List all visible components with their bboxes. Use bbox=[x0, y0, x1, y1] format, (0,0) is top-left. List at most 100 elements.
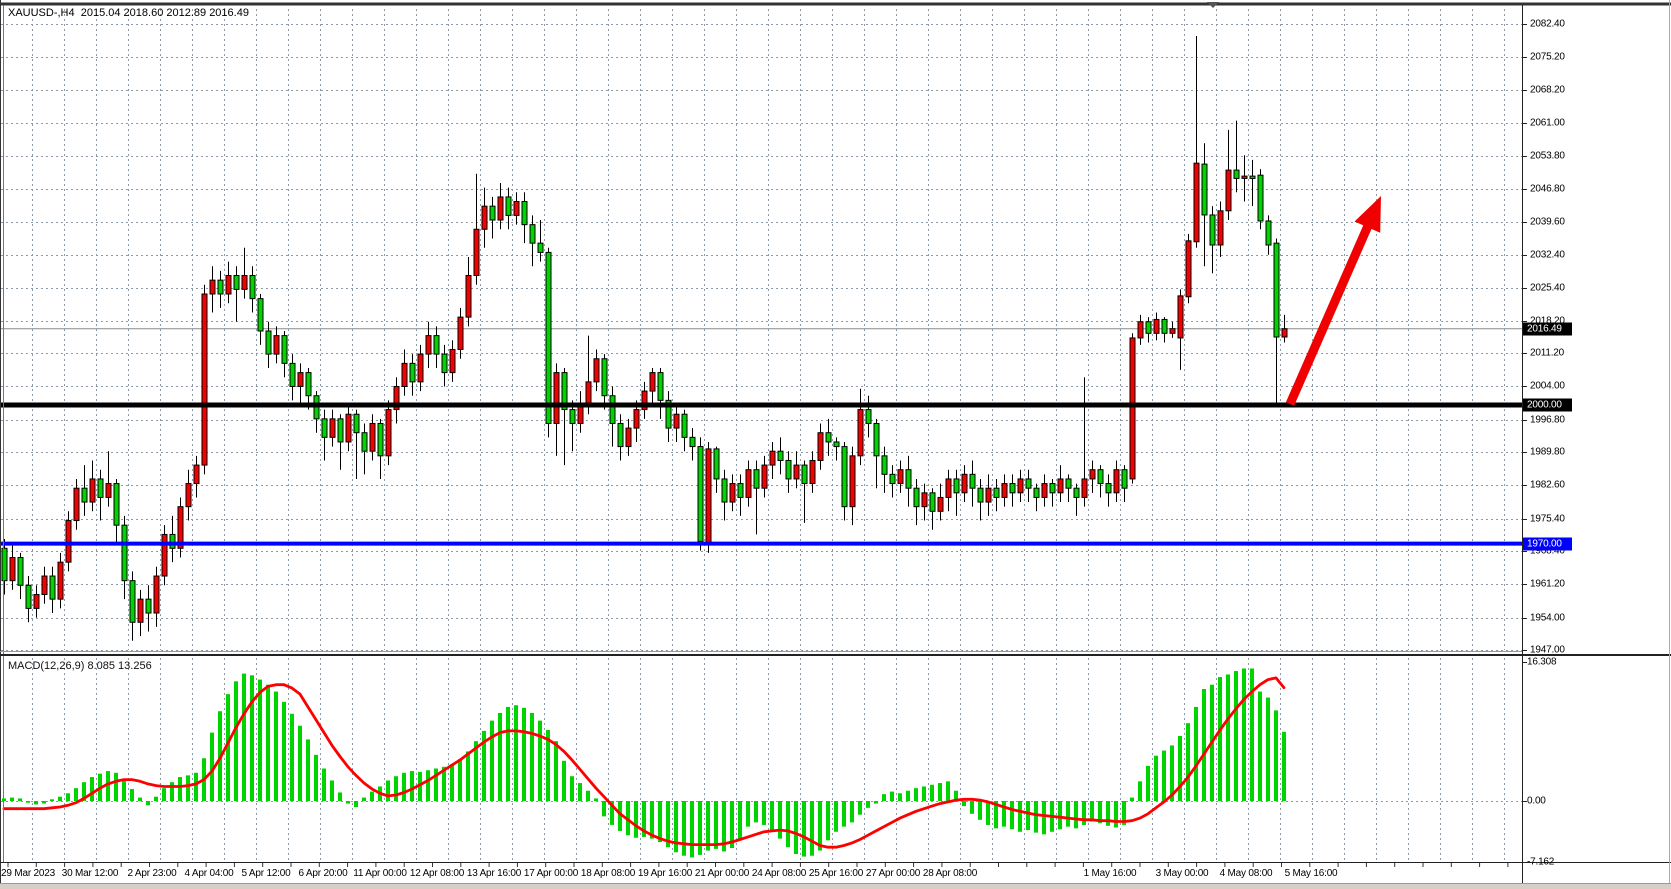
candle bbox=[73, 487, 80, 522]
candle bbox=[297, 372, 304, 387]
macd-histogram-bar bbox=[106, 771, 110, 801]
candle bbox=[785, 459, 792, 480]
candle bbox=[905, 469, 912, 489]
candle bbox=[473, 228, 480, 277]
time-axis-label: 1 May 16:00 bbox=[1083, 868, 1137, 879]
macd-histogram-bar bbox=[874, 801, 878, 804]
candle bbox=[353, 413, 360, 434]
candle bbox=[1257, 174, 1264, 222]
macd-histogram-bar bbox=[66, 793, 70, 801]
price-axis-label: 2032.40 bbox=[1530, 249, 1565, 261]
macd-histogram-bar bbox=[306, 739, 310, 801]
candle bbox=[337, 418, 344, 443]
macd-histogram-bar bbox=[914, 788, 918, 801]
macd-histogram-bar bbox=[1154, 755, 1158, 801]
price-axis-label: 1989.80 bbox=[1530, 446, 1565, 458]
candle bbox=[433, 335, 440, 355]
time-axis-label: 24 Apr 08:00 bbox=[751, 868, 807, 879]
macd-histogram-bar bbox=[562, 760, 566, 801]
bottom-status-strip bbox=[0, 883, 1671, 889]
candle bbox=[1209, 214, 1216, 246]
candle bbox=[1153, 318, 1160, 334]
price-axis-label: 1968.40 bbox=[1530, 545, 1565, 557]
candle bbox=[809, 459, 816, 485]
macd-histogram-bar bbox=[234, 681, 238, 801]
macd-histogram-bar bbox=[842, 801, 846, 827]
candle bbox=[697, 446, 704, 542]
candle bbox=[1177, 295, 1184, 339]
candle bbox=[865, 409, 872, 424]
macd-histogram-bar bbox=[186, 775, 190, 801]
macd-histogram-bar bbox=[1066, 801, 1070, 827]
macd-histogram-bar bbox=[34, 801, 38, 805]
candle bbox=[217, 279, 224, 295]
candle bbox=[1113, 469, 1120, 494]
candle bbox=[769, 450, 776, 466]
macd-histogram-bar bbox=[258, 679, 262, 801]
macd-histogram-bar bbox=[1266, 697, 1270, 801]
macd-histogram-bar bbox=[370, 791, 374, 801]
candle bbox=[489, 205, 496, 221]
candle bbox=[65, 520, 72, 563]
macd-histogram-bar bbox=[450, 764, 454, 801]
macd-histogram-bar bbox=[154, 796, 158, 801]
macd-histogram-bar bbox=[362, 797, 366, 801]
macd-histogram-bar bbox=[314, 754, 318, 801]
candle bbox=[545, 251, 552, 424]
candle bbox=[449, 348, 456, 374]
macd-histogram-bar bbox=[418, 771, 422, 801]
candle bbox=[1105, 483, 1112, 494]
macd-histogram-bar bbox=[738, 801, 742, 841]
macd-histogram-bar bbox=[1074, 801, 1078, 829]
macd-histogram-bar bbox=[1002, 801, 1006, 827]
macd-histogram-bar bbox=[610, 801, 614, 825]
candle bbox=[849, 455, 856, 508]
macd-histogram-bar bbox=[210, 732, 214, 801]
macd-histogram-bar bbox=[1162, 750, 1166, 801]
candle bbox=[385, 409, 392, 457]
macd-histogram-bar bbox=[1018, 801, 1022, 832]
candle bbox=[185, 483, 192, 508]
candle bbox=[513, 201, 520, 216]
candle bbox=[673, 413, 680, 429]
candle bbox=[241, 275, 248, 290]
candle bbox=[889, 473, 896, 485]
candle bbox=[609, 395, 616, 424]
macd-histogram-bar bbox=[1034, 801, 1038, 833]
macd-histogram-bar bbox=[1186, 723, 1190, 801]
candle bbox=[649, 372, 656, 392]
macd-histogram-bar bbox=[386, 780, 390, 801]
macd-histogram-bar bbox=[818, 801, 822, 851]
candle bbox=[1241, 175, 1248, 179]
candle bbox=[25, 584, 32, 609]
candle bbox=[529, 224, 536, 244]
macd-histogram-bar bbox=[514, 705, 518, 801]
candle bbox=[793, 464, 800, 480]
macd-histogram-bar bbox=[1010, 801, 1014, 830]
macd-histogram-bar bbox=[74, 788, 78, 801]
candle bbox=[881, 455, 888, 475]
time-axis-label: 25 Apr 16:00 bbox=[808, 868, 864, 879]
macd-histogram-bar bbox=[138, 797, 142, 801]
candle bbox=[753, 469, 760, 489]
candle bbox=[441, 353, 448, 374]
macd-histogram-bar bbox=[1106, 801, 1110, 826]
macd-histogram-bar bbox=[850, 801, 854, 823]
candle bbox=[1121, 469, 1128, 489]
macd-histogram-bar bbox=[346, 801, 350, 804]
macd-histogram-bar bbox=[298, 725, 302, 801]
price-axis-label: 2025.40 bbox=[1530, 282, 1565, 294]
macd-histogram-bar bbox=[1122, 801, 1126, 825]
macd-histogram-bar bbox=[1226, 674, 1230, 801]
candle bbox=[401, 362, 408, 387]
candle bbox=[1025, 478, 1032, 489]
price-axis-label: 1961.20 bbox=[1530, 578, 1565, 590]
macd-histogram-bar bbox=[746, 801, 750, 827]
macd-histogram-bar bbox=[722, 801, 726, 852]
candle bbox=[377, 422, 384, 457]
candle bbox=[897, 469, 904, 485]
candle bbox=[33, 594, 40, 609]
price-axis-label: 2039.60 bbox=[1530, 216, 1565, 228]
macd-histogram-bar bbox=[1242, 668, 1246, 801]
